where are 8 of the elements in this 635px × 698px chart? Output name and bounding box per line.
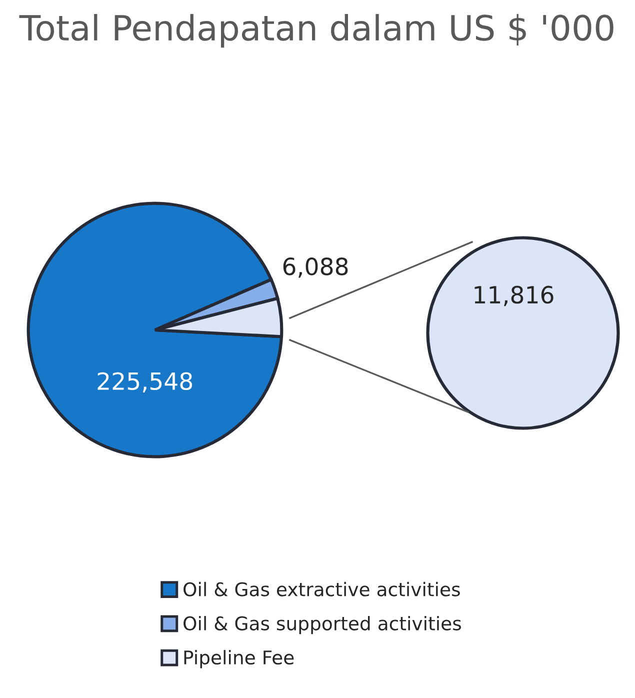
legend-label: Oil & Gas extractive activities xyxy=(184,582,460,596)
data-label: 6,088 xyxy=(283,257,348,278)
chart-title: Total Pendapatan dalam US $ '000 xyxy=(19,14,614,48)
legend-label: Pipeline Fee xyxy=(184,650,294,668)
pie-slice xyxy=(26,202,284,458)
data-label: 11,816 xyxy=(474,286,554,306)
legend-label: Oil & Gas supported activities xyxy=(184,616,461,634)
data-label: 225,548 xyxy=(98,372,192,392)
